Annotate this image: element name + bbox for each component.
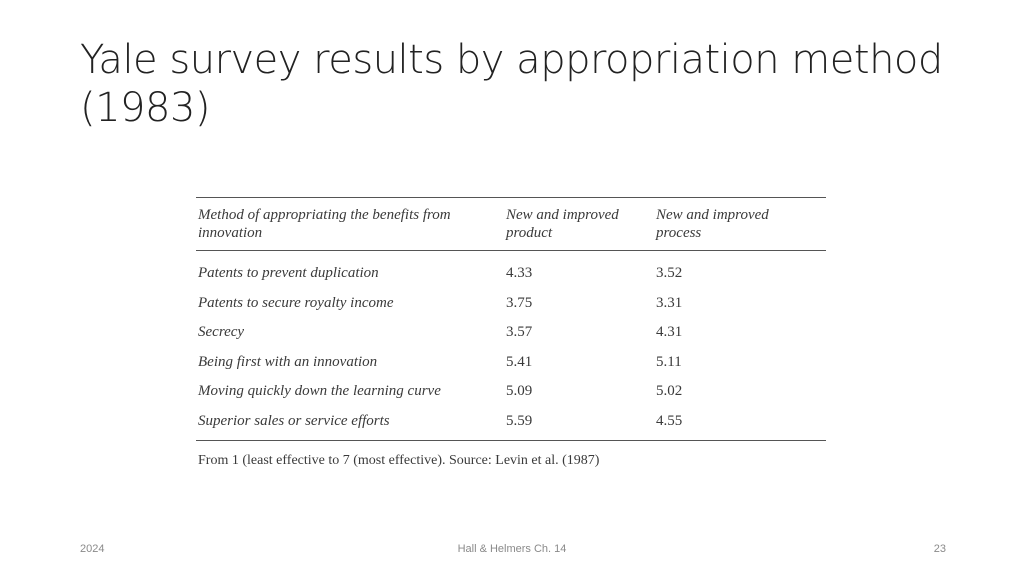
header-method-line-1: Method of appropriating the benefits fro…: [198, 207, 451, 223]
table-row: Patents to secure royalty income 3.75 3.…: [196, 289, 826, 319]
slide-title: Yale survey results by appropriation met…: [80, 36, 960, 132]
row-method: Secrecy: [198, 324, 245, 341]
header-process-line-2: process: [656, 225, 702, 241]
row-process-score: 3.52: [656, 265, 683, 282]
table-row: Being first with an innovation 5.41 5.11: [196, 348, 826, 378]
table-header-row: Method of appropriating the benefits fro…: [196, 197, 826, 251]
table-row: Patents to prevent duplication 4.33 3.52: [196, 251, 826, 289]
row-product-score: 5.41: [506, 353, 533, 370]
row-product-score: 3.75: [506, 294, 533, 311]
row-product-score: 5.59: [506, 412, 533, 429]
header-product: New and improved product: [506, 198, 656, 251]
row-process-score: 3.31: [656, 294, 683, 311]
header-process-line-1: New and improved: [656, 207, 769, 223]
table-row: Superior sales or service efforts 5.59 4…: [196, 407, 826, 441]
row-method: Patents to secure royalty income: [198, 294, 394, 311]
row-product-score: 3.57: [506, 324, 533, 341]
table-header: Method of appropriating the benefits fro…: [196, 197, 826, 251]
slide-title-line-2: (1983): [80, 85, 211, 131]
row-method: Patents to prevent duplication: [198, 265, 379, 282]
table-row: Secrecy 3.57 4.31: [196, 318, 826, 348]
results-table: Method of appropriating the benefits fro…: [196, 197, 826, 441]
row-method: Moving quickly down the learning curve: [198, 383, 441, 400]
row-process-score: 4.55: [656, 412, 683, 429]
row-process-score: 5.11: [656, 353, 682, 370]
footer-date: 2024: [80, 543, 105, 555]
slide-title-line-1: Yale survey results by appropriation met…: [80, 37, 943, 83]
row-process-score: 5.02: [656, 383, 683, 400]
header-method-line-2: innovation: [198, 225, 263, 241]
row-method: Being first with an innovation: [198, 353, 378, 370]
header-product-line-1: New and improved: [506, 207, 619, 223]
footer-page-number: 23: [933, 543, 946, 555]
header-process: New and improved process: [656, 198, 826, 251]
row-product-score: 4.33: [506, 265, 533, 282]
header-product-line-2: product: [506, 225, 553, 241]
footer-source: Hall & Helmers Ch. 14: [457, 543, 567, 555]
table-body: Patents to prevent duplication 4.33 3.52…: [196, 251, 826, 441]
row-process-score: 4.31: [656, 324, 683, 341]
table-footnote: From 1 (least effective to 7 (most effec…: [198, 453, 600, 468]
header-method: Method of appropriating the benefits fro…: [196, 198, 506, 251]
row-method: Superior sales or service efforts: [198, 412, 390, 429]
results-table-container: Method of appropriating the benefits fro…: [196, 197, 826, 469]
row-product-score: 5.09: [506, 383, 533, 400]
table-row: Moving quickly down the learning curve 5…: [196, 377, 826, 407]
